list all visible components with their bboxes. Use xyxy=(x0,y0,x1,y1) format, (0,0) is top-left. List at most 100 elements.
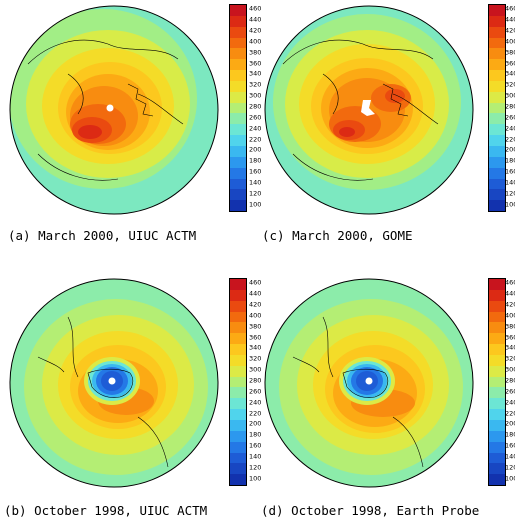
pole-marker xyxy=(361,100,375,116)
colorbar-labels-a: 460 440 420 400 380 360 340 320 300 280 260 240 220 2… xyxy=(249,4,269,210)
colorbar-tick-label: 400 xyxy=(249,311,262,320)
colorbar-segment xyxy=(230,124,246,136)
colorbar-segment xyxy=(230,26,246,38)
colorbar-segment xyxy=(489,322,505,334)
colorbar-segment xyxy=(489,474,505,486)
colorbar-segment xyxy=(230,387,246,399)
colorbar-tick-label: 240 xyxy=(505,398,515,407)
colorbar-c xyxy=(488,4,506,212)
colorbar-segment xyxy=(489,145,505,157)
colorbar-segment xyxy=(489,91,505,103)
colorbar-segment xyxy=(230,135,246,146)
colorbar-tick-label: 160 xyxy=(249,441,262,450)
colorbar-tick-label: 100 xyxy=(505,200,515,209)
colorbar-tick-label: 380 xyxy=(249,322,262,331)
colorbar-segment xyxy=(230,409,246,420)
colorbar-segment xyxy=(489,430,505,442)
colorbar-tick-label: 240 xyxy=(505,124,515,133)
colorbar-segment xyxy=(230,376,246,388)
colorbar-segment xyxy=(489,167,505,179)
colorbar-segment xyxy=(230,289,246,301)
colorbar-tick-label: 160 xyxy=(505,167,515,176)
colorbar-segment xyxy=(230,48,246,60)
colorbar-segment xyxy=(489,70,505,81)
colorbar-tick-label: 360 xyxy=(249,59,262,68)
colorbar-segment xyxy=(230,167,246,179)
caption-a: (a) March 2000, UIUC ACTM xyxy=(8,228,197,243)
colorbar-segment xyxy=(489,5,505,16)
colorbar-segment xyxy=(230,474,246,486)
colorbar-tick-label: 200 xyxy=(249,419,262,428)
colorbar-segment xyxy=(489,387,505,399)
colorbar-tick-label: 400 xyxy=(505,311,515,320)
colorbar-tick-label: 180 xyxy=(249,430,262,439)
colorbar-tick-label: 440 xyxy=(505,15,515,24)
colorbar-segment xyxy=(230,463,246,475)
colorbar-tick-label: 400 xyxy=(249,37,262,46)
colorbar-d xyxy=(488,278,506,486)
colorbar-tick-label: 320 xyxy=(249,80,262,89)
map-a xyxy=(9,5,219,215)
colorbar-segment xyxy=(489,59,505,71)
colorbar-segment xyxy=(230,156,246,168)
colorbar-tick-label: 360 xyxy=(505,59,515,68)
colorbar-segment xyxy=(489,452,505,464)
colorbar-segment xyxy=(230,441,246,453)
pole-marker xyxy=(108,377,116,385)
colorbar-segment xyxy=(489,376,505,388)
caption-d: (d) October 1998, Earth Probe xyxy=(261,503,480,518)
colorbar-segment xyxy=(230,102,246,114)
colorbar-segment xyxy=(230,5,246,16)
colorbar-tick-label: 440 xyxy=(249,15,262,24)
colorbar-tick-label: 220 xyxy=(505,135,515,144)
colorbar-tick-label: 380 xyxy=(249,48,262,57)
colorbar-tick-label: 280 xyxy=(505,102,515,111)
colorbar-tick-label: 340 xyxy=(505,69,515,78)
colorbar-segment xyxy=(230,113,246,125)
colorbar-tick-label: 180 xyxy=(505,156,515,165)
colorbar-tick-label: 260 xyxy=(249,113,262,122)
colorbar-tick-label: 260 xyxy=(505,113,515,122)
colorbar-segment xyxy=(230,300,246,312)
colorbar-segment xyxy=(230,354,246,366)
colorbar-segment xyxy=(230,452,246,464)
colorbar-tick-label: 320 xyxy=(249,354,262,363)
colorbar-segment xyxy=(489,398,505,410)
colorbar-tick-label: 340 xyxy=(505,343,515,352)
colorbar-segment xyxy=(489,135,505,146)
colorbar-tick-label: 120 xyxy=(505,189,515,198)
pole-marker xyxy=(365,377,373,385)
colorbar-tick-label: 180 xyxy=(505,430,515,439)
colorbar-tick-label: 300 xyxy=(249,365,262,374)
colorbar-b xyxy=(229,278,247,486)
colorbar-tick-label: 380 xyxy=(505,48,515,57)
colorbar-tick-label: 420 xyxy=(505,26,515,35)
colorbar-tick-label: 260 xyxy=(249,387,262,396)
colorbar-tick-label: 320 xyxy=(505,80,515,89)
colorbar-tick-label: 340 xyxy=(249,69,262,78)
colorbar-segment xyxy=(230,145,246,157)
colorbar-segment xyxy=(230,419,246,431)
colorbar-segment xyxy=(489,463,505,475)
colorbar-tick-label: 240 xyxy=(249,398,262,407)
colorbar-segment xyxy=(489,48,505,60)
colorbar-segment xyxy=(230,70,246,81)
colorbar-tick-label: 140 xyxy=(249,178,262,187)
colorbar-segment xyxy=(230,178,246,190)
colorbar-segment xyxy=(489,409,505,420)
colorbar-segment xyxy=(489,344,505,355)
colorbar-segment xyxy=(489,102,505,114)
pole-marker xyxy=(106,104,114,112)
colorbar-tick-label: 460 xyxy=(505,4,515,13)
colorbar-segment xyxy=(230,322,246,334)
colorbar-tick-label: 420 xyxy=(249,300,262,309)
colorbar-tick-label: 140 xyxy=(249,452,262,461)
colorbar-segment xyxy=(230,365,246,377)
colorbar-tick-label: 260 xyxy=(505,387,515,396)
colorbar-tick-label: 180 xyxy=(249,156,262,165)
map-b xyxy=(9,278,219,488)
colorbar-segment xyxy=(230,333,246,345)
colorbar-segment xyxy=(230,37,246,49)
colorbar-tick-label: 220 xyxy=(505,409,515,418)
